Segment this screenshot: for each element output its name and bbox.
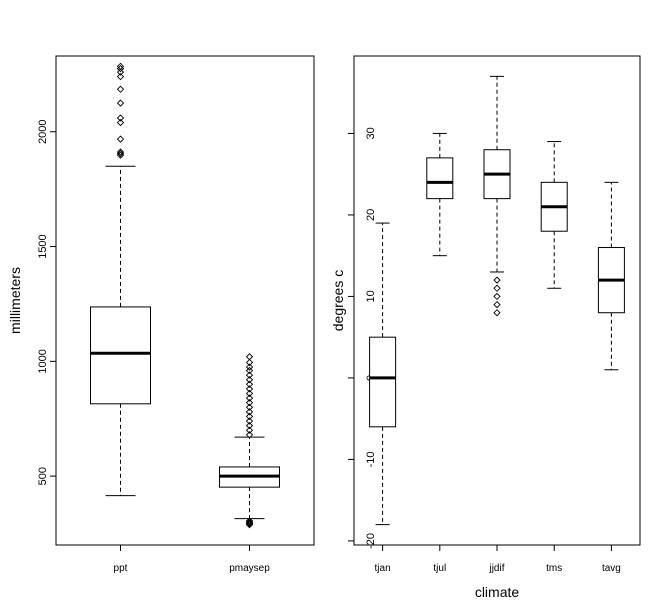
box-iqr [90,306,151,405]
outlier-point [493,300,501,309]
outlier-point [245,421,254,430]
x-tick-label: tms [546,563,562,574]
y-tick-label: 20 [365,209,377,221]
outlier-point [116,118,125,127]
outlier-point [493,284,501,292]
y-tick-label: 30 [365,127,377,139]
outlier-point [245,366,254,375]
y-tick-label: 500 [37,467,49,485]
y-tick-label: 1000 [37,349,49,373]
box-jjdif [483,75,511,317]
outlier-point [245,380,254,388]
box-tavg [597,181,625,371]
box-iqr [426,157,454,200]
outlier-point [116,114,125,122]
outlier-point [245,394,254,402]
x-tick-label: pmaysep [229,563,270,574]
outlier-point [116,62,125,70]
outlier-point [245,417,254,425]
x-tick-label: tjan [375,563,391,574]
outlier-point [116,99,125,107]
outlier-point [245,412,254,421]
outlier-point [245,517,254,525]
outlier-point [245,408,254,416]
outlier-point [245,385,254,393]
temperature-panel: -20-100102030tjantjuljjdiftmstavgdegrees… [330,55,641,600]
outlier-point [116,148,125,156]
box-pmaysep [219,353,280,529]
plot-frame [353,55,641,546]
x-tick-label: ppt [114,563,128,574]
x-tick-label: jjdif [488,563,504,574]
y-tick-label: -10 [365,451,377,467]
box-tjan [369,222,397,526]
box-iqr [369,336,397,428]
y-axis-title: millimeters [7,267,23,334]
y-tick-label: 10 [365,290,377,302]
y-axis-title: degrees c [330,270,346,331]
outlier-point [493,292,501,301]
x-tick-label: tavg [602,563,621,574]
x-tick-label: tjul [433,563,446,574]
outlier-point [116,135,125,143]
y-tick-label: 1500 [37,234,49,258]
outlier-point [245,353,254,361]
y-tick-label: 2000 [37,120,49,144]
outlier-point [245,371,254,379]
plot-frame [55,55,315,546]
outlier-point [245,431,254,439]
outlier-point [116,73,125,81]
outlier-point [245,518,254,526]
box-ppt [90,62,151,497]
box-tjul [426,132,454,257]
outlier-point [493,309,501,317]
outlier-point [245,363,254,371]
x-axis-title: climate [475,584,520,600]
outlier-point [245,358,254,367]
outlier-point [245,389,254,398]
outlier-point [245,426,254,434]
precipitation-panel: 500 1000 1500 2000 ppt pmaysep millimeters [7,55,315,574]
outlier-point [245,403,254,411]
outlier-point [245,376,254,384]
box-tms [540,141,568,289]
outlier-point [116,85,125,93]
outlier-point [245,399,254,407]
y-tick-label: -20 [365,533,377,549]
outlier-point [116,68,125,76]
outlier-point [493,276,501,284]
